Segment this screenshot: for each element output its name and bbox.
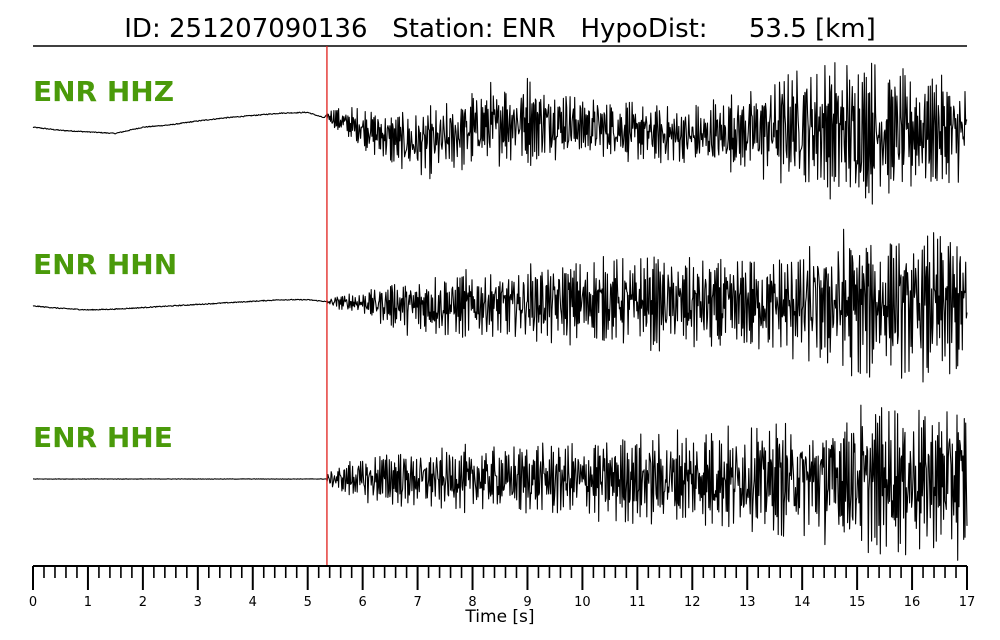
x-tick-label: 4 xyxy=(249,595,257,610)
x-tick-label: 11 xyxy=(629,595,646,610)
x-tick-label: 12 xyxy=(684,595,701,610)
x-tick-label: 15 xyxy=(849,595,866,610)
x-axis: 0 1 2 3 4 5 6 7 8 9 10 11 12 13 14 15 16 17 xyxy=(29,565,976,610)
x-tick-label: 5 xyxy=(304,595,312,610)
trace-enr-hhn xyxy=(32,228,968,383)
x-tick-label: 2 xyxy=(139,595,147,610)
x-tick-label: 14 xyxy=(794,595,811,610)
trace-label-hhe: ENR HHE xyxy=(33,421,173,454)
x-tick-label: 0 xyxy=(29,595,37,610)
trace-label-hhz: ENR HHZ xyxy=(33,75,174,108)
x-tick-label: 16 xyxy=(904,595,921,610)
x-axis-label: Time [s] xyxy=(464,607,534,627)
chart-title: ID: 251207090136 Station: ENR HypoDist: … xyxy=(124,14,875,44)
trace-enr-hhz xyxy=(32,62,968,205)
trace-enr-hhe xyxy=(33,404,968,561)
x-tick-label: 8 xyxy=(468,595,476,610)
x-tick-label: 10 xyxy=(574,595,591,610)
x-tick-label: 17 xyxy=(959,595,976,610)
x-tick-label: 9 xyxy=(523,595,531,610)
x-tick-label: 3 xyxy=(194,595,202,610)
x-tick-label: 13 xyxy=(739,595,756,610)
x-tick-label: 6 xyxy=(359,595,367,610)
trace-label-hhn: ENR HHN xyxy=(33,248,177,281)
x-tick-label: 1 xyxy=(84,595,92,610)
trace-group xyxy=(32,62,968,561)
x-tick-label: 7 xyxy=(413,595,421,610)
